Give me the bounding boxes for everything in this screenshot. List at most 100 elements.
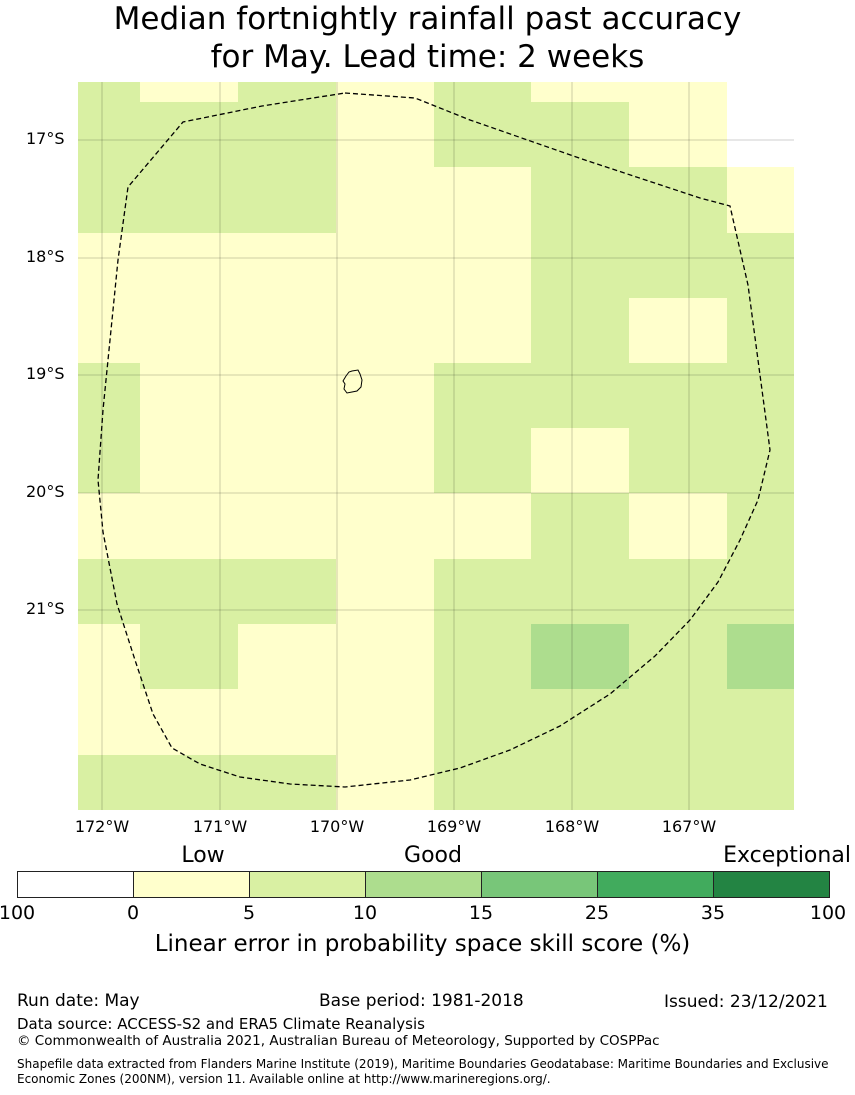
lat-label-20s: 20°S [26, 482, 65, 501]
colorbar-caption: Linear error in probability space skill … [154, 931, 691, 957]
grid-cell [727, 559, 794, 624]
grid-cell [434, 82, 531, 102]
grid-cell [336, 493, 434, 559]
grid-cell [629, 363, 727, 428]
grid-cell [336, 298, 434, 363]
run-date: Run date: May [17, 991, 140, 1011]
grid-cell [531, 82, 629, 102]
grid-cell [238, 82, 336, 102]
grid-cell [727, 363, 794, 428]
grid-cell [629, 82, 727, 102]
grid-cell [238, 428, 336, 493]
grid-cell [629, 624, 727, 689]
grid-cell [336, 428, 434, 493]
colorbar-tick: 100 [809, 902, 847, 924]
grid-cell [629, 233, 727, 298]
grid-cell [727, 624, 794, 689]
grid-cell [140, 559, 238, 624]
grid-cell [531, 363, 629, 428]
grid-cell [434, 102, 531, 167]
grid-cell [140, 82, 238, 102]
grid-cell [629, 755, 727, 810]
lon-label-169w: 169°W [426, 817, 482, 836]
grid-cell [434, 624, 531, 689]
grid-cell [140, 102, 238, 167]
niue-island-outline [342, 369, 363, 394]
grid-cell [727, 493, 794, 559]
grid-cell [78, 493, 140, 559]
colorbar-tick: 35 [700, 902, 726, 924]
grid-cell [629, 102, 727, 167]
grid-cell [531, 624, 629, 689]
grid-cell [238, 755, 336, 810]
grid-cell [629, 559, 727, 624]
grid-cell [238, 233, 336, 298]
grid-cell [140, 428, 238, 493]
grid-cell [727, 167, 794, 233]
lon-label-172w: 172°W [74, 817, 130, 836]
lon-label-170w: 170°W [309, 817, 365, 836]
grid-cell [531, 102, 629, 167]
grid-cell [336, 102, 434, 167]
grid-cell [434, 689, 531, 755]
grid-cell [629, 298, 727, 363]
grid-cell [78, 167, 140, 233]
shapefile-credit-line-2: Economic Zones (200NM), version 11. Avai… [17, 1072, 551, 1086]
grid-cell [727, 755, 794, 810]
grid-cell [629, 493, 727, 559]
grid-cell [78, 559, 140, 624]
grid-cell [531, 233, 629, 298]
category-label-low: Low [181, 843, 225, 868]
grid-cell [434, 559, 531, 624]
colorbar-segment [481, 871, 598, 898]
grid-cell [727, 298, 794, 363]
grid-cell [531, 428, 629, 493]
grid-cell [727, 689, 794, 755]
grid-cell [336, 363, 434, 428]
map-title: Median fortnightly rainfall past accurac… [0, 0, 855, 76]
grid-cell [238, 102, 336, 167]
grid-cell [78, 428, 140, 493]
grid-cell [78, 624, 140, 689]
eez-boundary [97, 92, 771, 788]
grid-cell [238, 493, 336, 559]
grid-cell [531, 559, 629, 624]
grid-cell [238, 624, 336, 689]
category-label-good: Good [404, 843, 462, 868]
grid-cell [140, 624, 238, 689]
grid-cell [140, 493, 238, 559]
copyright-notice: © Commonwealth of Australia 2021, Austra… [17, 1033, 660, 1049]
grid-cell [78, 755, 140, 810]
grid-cell [78, 102, 140, 167]
grid-cell [434, 233, 531, 298]
grid-cell [336, 559, 434, 624]
lat-label-17s: 17°S [26, 129, 65, 148]
grid-cell [238, 167, 336, 233]
colorbar-tick: 5 [242, 902, 256, 924]
grid-cell [140, 167, 238, 233]
skill-grid [78, 82, 794, 810]
category-label-exceptional: Exceptional [723, 843, 851, 868]
grid-cell [531, 755, 629, 810]
colorbar-segment [365, 871, 482, 898]
graticule [78, 82, 794, 810]
colorbar-tick: 15 [468, 902, 494, 924]
grid-cell [531, 689, 629, 755]
grid-cell [629, 689, 727, 755]
lat-label-21s: 21°S [26, 599, 65, 618]
lat-label-18s: 18°S [26, 247, 65, 266]
lon-label-167w: 167°W [661, 817, 717, 836]
grid-cell [336, 233, 434, 298]
grid-cell [336, 167, 434, 233]
title-line-1: Median fortnightly rainfall past accurac… [113, 1, 742, 37]
grid-cell [238, 298, 336, 363]
colorbar-segment [713, 871, 830, 898]
grid-cell [78, 82, 140, 102]
grid-cell [434, 363, 531, 428]
grid-cell [727, 233, 794, 298]
grid-cell [140, 233, 238, 298]
grid-cell [336, 82, 434, 102]
grid-cell [434, 298, 531, 363]
colorbar-tick: 25 [584, 902, 610, 924]
grid-cell [78, 689, 140, 755]
